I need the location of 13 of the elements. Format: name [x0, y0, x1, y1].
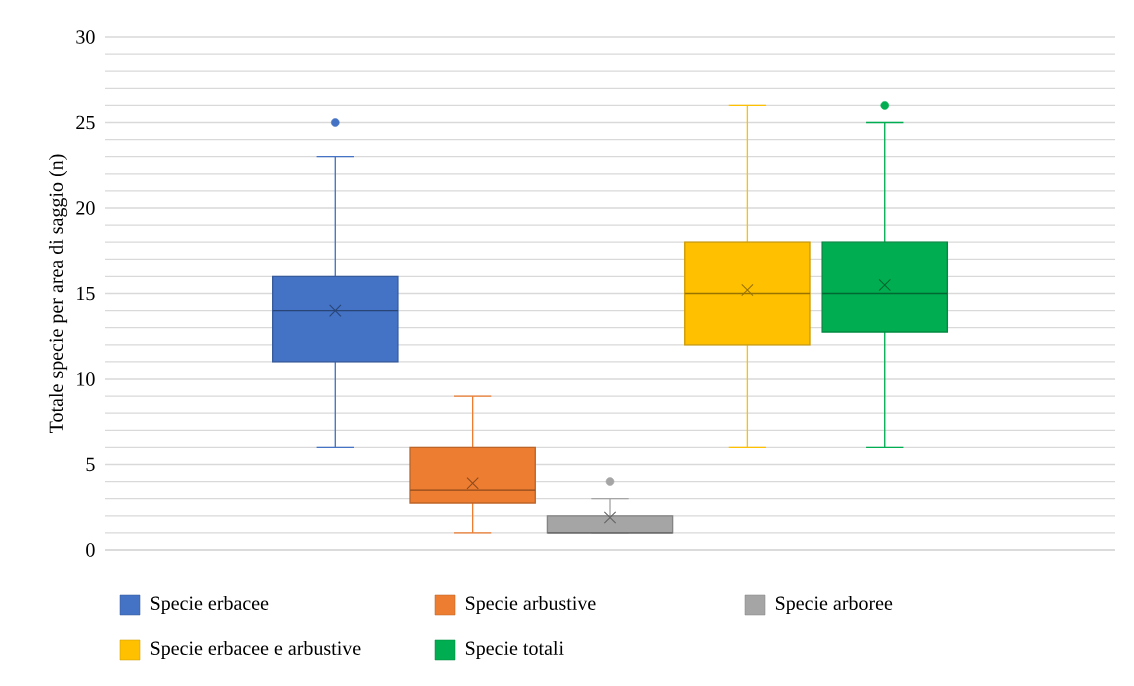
legend-label: Specie arboree [775, 595, 893, 615]
y-tick-label: 5 [86, 457, 95, 472]
legend-label: Specie erbacee [150, 595, 269, 615]
legend-label: Specie erbacee e arbustive [150, 640, 361, 660]
y-axis-title: Totale specie per area di saggio (n) [48, 154, 68, 433]
y-tick-label: 0 [86, 543, 95, 557]
y-tick-label: 20 [76, 201, 95, 215]
y-tick-label: 25 [76, 115, 95, 130]
legend-label: Specie totali [465, 640, 564, 660]
legend-label: Specie arbustive [465, 595, 596, 615]
y-tick-label: 30 [76, 30, 95, 44]
y-tick-label: 10 [77, 372, 95, 386]
y-tick-label: 15 [77, 286, 95, 301]
